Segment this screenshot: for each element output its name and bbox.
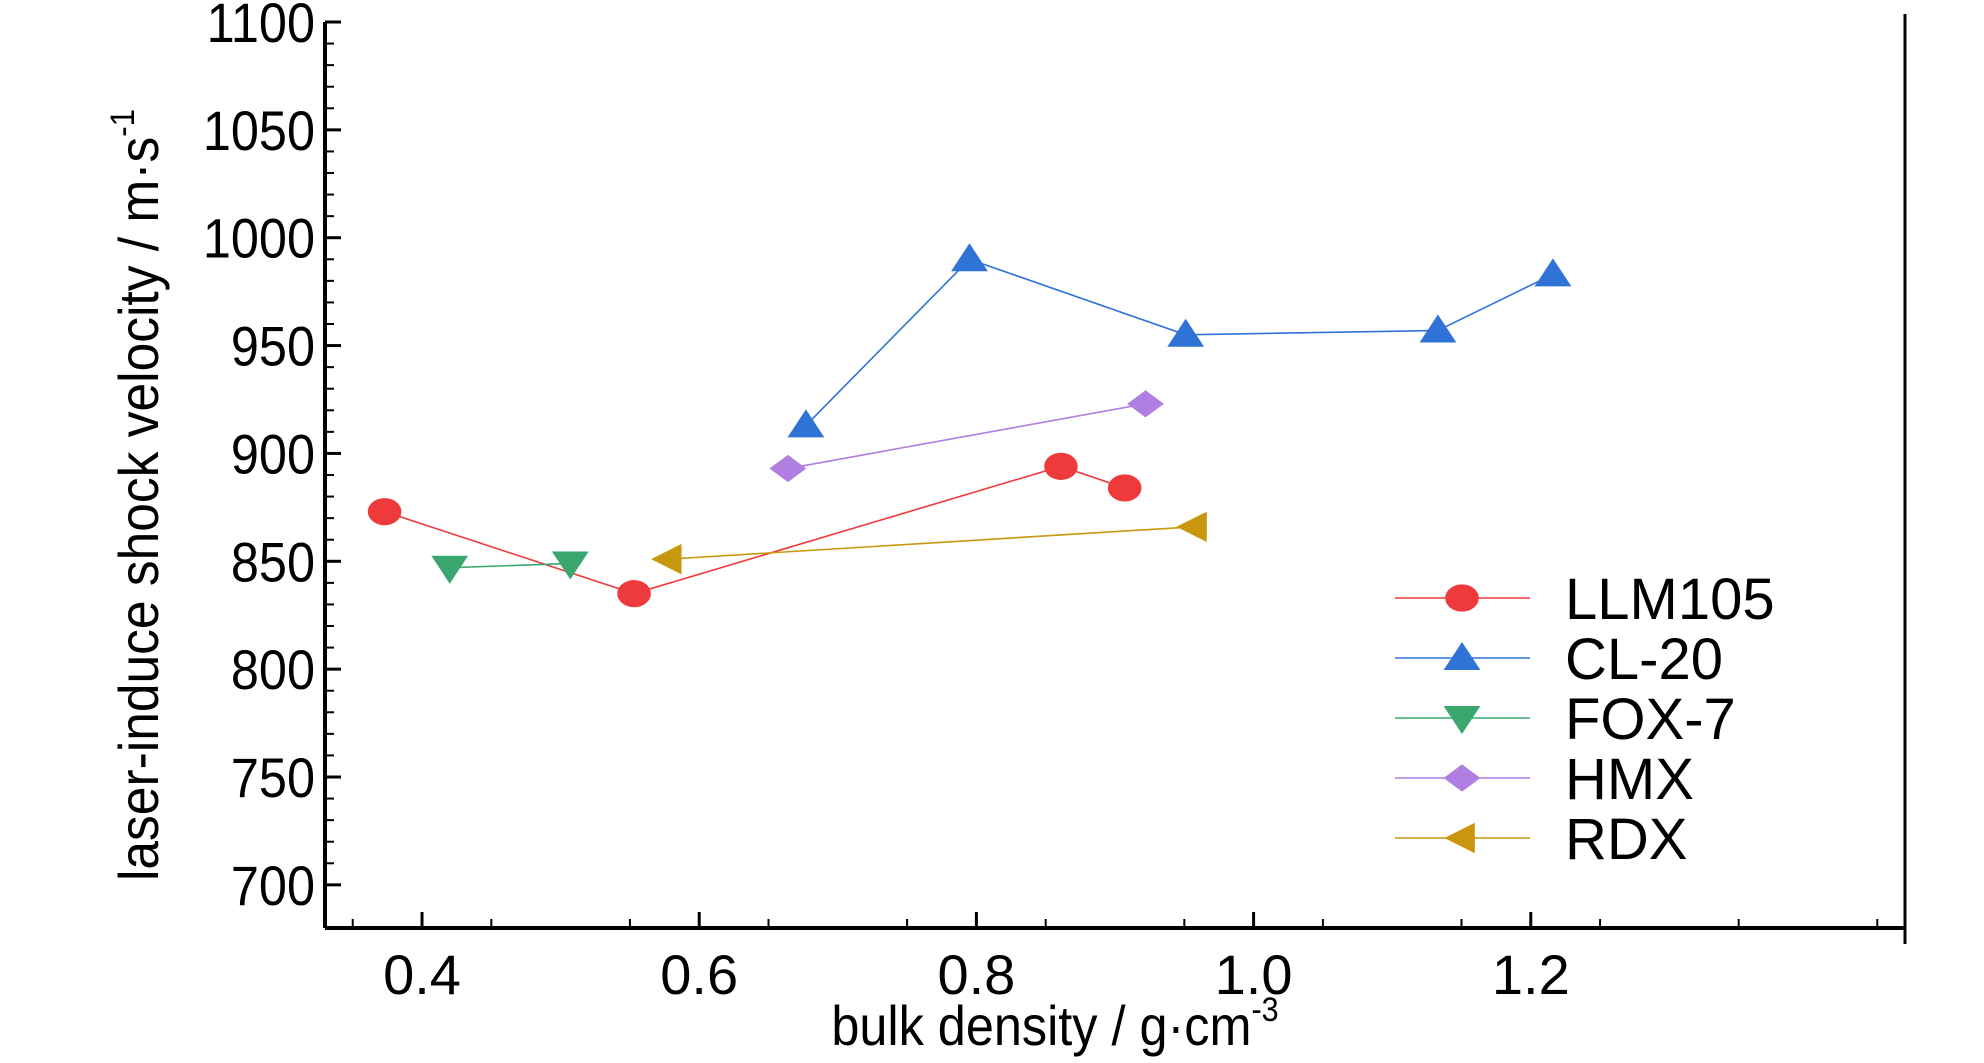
y-tick-label: 800	[231, 640, 315, 702]
data-point	[1443, 642, 1481, 670]
series-line-hmx	[787, 403, 1146, 470]
y-tick-label: 700	[231, 855, 315, 917]
series-markers	[367, 243, 1572, 608]
x-axis-title: bulk density / g·cm-3	[831, 991, 1278, 1058]
data-point	[651, 543, 682, 575]
data-point	[1167, 318, 1205, 347]
y-tick-label: 950	[231, 316, 315, 378]
data-point	[1443, 706, 1481, 734]
legend-label: LLM105	[1565, 567, 1775, 632]
x-tick-label: 0.6	[660, 943, 738, 1006]
y-axis-title: laser-induce shock velocity / m·s-1	[103, 109, 171, 881]
x-tick-label: 0.8	[937, 943, 1015, 1006]
data-point	[787, 409, 825, 438]
data-point	[1127, 390, 1164, 418]
legend-label: CL-20	[1565, 627, 1723, 692]
data-point	[1176, 511, 1207, 542]
axes: 700 750 800 850 900 950 1000 1050 1100 0.4 0.6 0.8 1…	[203, 0, 1907, 1006]
data-point	[551, 551, 589, 580]
y-axis-title-text: laser-induce shock velocity / m·s	[108, 137, 170, 881]
data-point	[1444, 822, 1475, 854]
data-point	[1419, 314, 1457, 343]
series-line-llm105	[384, 465, 1125, 595]
legend-label: RDX	[1565, 807, 1687, 872]
legend-label: FOX-7	[1565, 687, 1736, 752]
series-line-fox-7	[449, 562, 571, 569]
series-line-rdx	[668, 525, 1195, 560]
x-tick-label: 0.4	[383, 943, 461, 1006]
data-point	[769, 454, 807, 483]
data-point	[951, 243, 988, 272]
x-axis-title-superscript: -3	[1251, 991, 1278, 1029]
y-tick-label: 900	[231, 424, 315, 486]
x-tick-label: 1.0	[1215, 943, 1293, 1006]
y-tick-label: 750	[231, 748, 315, 810]
x-axis-title-text: bulk density / g·cm	[831, 996, 1251, 1058]
series-lines	[384, 258, 1554, 595]
legend-label: HMX	[1565, 747, 1694, 812]
y-tick-label: 850	[231, 532, 315, 594]
data-point	[1445, 584, 1479, 612]
data-point	[1044, 452, 1078, 480]
y-tick-label: 1100	[207, 0, 315, 55]
data-point	[431, 555, 469, 584]
data-point	[1443, 764, 1481, 792]
data-point	[617, 580, 651, 608]
y-tick-label: 1000	[203, 208, 315, 270]
y-tick-label: 1050	[203, 100, 315, 162]
y-axis-title-superscript: -1	[103, 109, 142, 137]
data-point	[1107, 474, 1142, 502]
data-point	[1534, 258, 1572, 287]
data-point	[367, 498, 402, 526]
x-tick-label: 1.2	[1492, 943, 1570, 1006]
